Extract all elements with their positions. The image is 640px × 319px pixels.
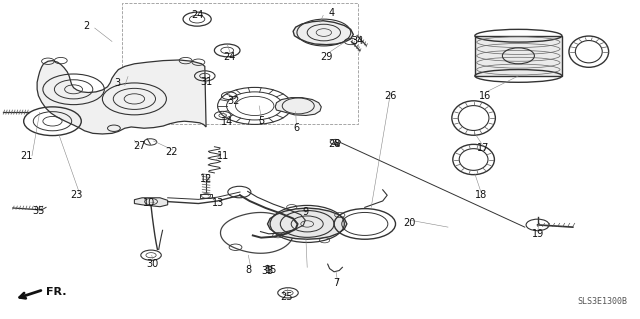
Text: 24: 24 (223, 52, 236, 63)
Polygon shape (268, 208, 347, 239)
Text: 9: 9 (303, 207, 309, 217)
Text: 35: 35 (32, 206, 45, 216)
Text: 15: 15 (264, 264, 277, 275)
Text: FR.: FR. (46, 287, 67, 297)
Polygon shape (475, 36, 562, 76)
Text: 26: 26 (384, 91, 397, 101)
Text: 20: 20 (403, 218, 416, 228)
Text: 24: 24 (191, 10, 204, 20)
Polygon shape (37, 60, 206, 134)
Text: 19: 19 (531, 228, 544, 239)
Text: 12: 12 (200, 174, 212, 184)
Text: 8: 8 (245, 264, 252, 275)
Text: 25: 25 (280, 292, 293, 302)
Text: 11: 11 (216, 151, 229, 161)
Text: 14: 14 (221, 117, 234, 127)
Polygon shape (275, 98, 321, 115)
Text: 30: 30 (146, 259, 159, 269)
Text: 23: 23 (70, 190, 83, 200)
Text: 27: 27 (133, 141, 146, 151)
Text: 4: 4 (328, 8, 335, 18)
Text: 2: 2 (83, 20, 90, 31)
Text: 3: 3 (114, 78, 120, 88)
Text: 21: 21 (20, 151, 33, 161)
Text: 17: 17 (477, 143, 490, 153)
Text: 13: 13 (211, 197, 224, 208)
Text: 29: 29 (320, 52, 333, 62)
Text: 7: 7 (333, 278, 339, 288)
Text: 28: 28 (328, 139, 340, 149)
Text: 33: 33 (261, 266, 274, 276)
Text: 31: 31 (200, 77, 212, 87)
Text: 5: 5 (258, 116, 264, 126)
Polygon shape (293, 21, 353, 45)
Text: 32: 32 (227, 96, 240, 107)
Text: 22: 22 (165, 147, 178, 158)
Text: 18: 18 (475, 190, 488, 200)
Polygon shape (134, 198, 168, 207)
Text: 6: 6 (293, 123, 300, 133)
Text: 34: 34 (351, 36, 364, 47)
Text: SLS3E1300B: SLS3E1300B (577, 297, 627, 306)
Text: 10: 10 (143, 197, 156, 208)
Text: 16: 16 (479, 91, 492, 101)
